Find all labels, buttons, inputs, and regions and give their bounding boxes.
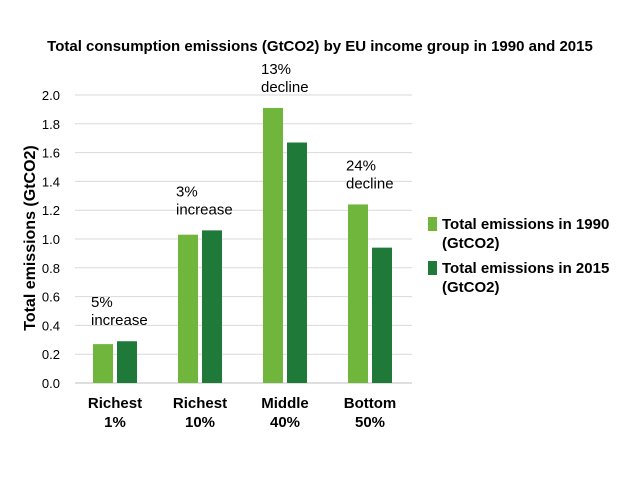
- change-annotation-line: 24%: [346, 157, 376, 174]
- legend-label-line: Total emissions in 1990: [442, 216, 609, 233]
- legend: Total emissions in 1990 (GtCO2)Total emis…: [428, 216, 609, 296]
- y-tick-label: 0.0: [42, 376, 60, 391]
- y-tick-label: 1.2: [42, 203, 60, 218]
- category-label-line: 10%: [185, 414, 215, 431]
- y-tick-label: 0.4: [42, 318, 60, 333]
- y-tick-label: 1.8: [42, 117, 60, 132]
- category-label-line: Middle: [261, 395, 309, 412]
- legend-label: Total emissions in 1990 (GtCO2): [442, 216, 609, 252]
- change-annotation-line: 13%: [261, 61, 291, 78]
- legend-label-line: Total emissions in 2015: [442, 260, 609, 277]
- category-label-line: 1%: [104, 414, 126, 431]
- change-annotation-line: 3%: [176, 183, 198, 200]
- change-annotation: 5% increase: [91, 294, 148, 329]
- bar-1990-1: [178, 234, 198, 383]
- category-label-line: Richest: [88, 395, 142, 412]
- change-annotation: 13% decline: [261, 61, 309, 96]
- y-axis-ticks: 0.0 0.2 0.4 0.6 0.8 1.0 1.2 1.4 1.6 1.8 2.0: [42, 88, 60, 391]
- x-axis-categories: Richest 1% Richest 10% Middle 40% Bottom 50%: [88, 395, 396, 431]
- change-annotation-line: 5%: [91, 294, 113, 311]
- legend-swatch-1990: [428, 217, 437, 231]
- legend-swatch-2015: [428, 261, 437, 275]
- category-label-line: 50%: [355, 414, 385, 431]
- category-label: Bottom 50%: [344, 395, 397, 431]
- category-label: Richest 1%: [88, 395, 142, 431]
- change-annotation: 3% increase: [176, 183, 233, 218]
- bar-2015-2: [287, 142, 307, 383]
- legend-label-line: (GtCO2): [442, 279, 500, 296]
- bar-2015-1: [202, 230, 222, 383]
- legend-label: Total emissions in 2015 (GtCO2): [442, 260, 609, 296]
- category-label-line: 40%: [270, 414, 300, 431]
- bar-1990-2: [263, 107, 283, 384]
- change-annotation-line: increase: [91, 312, 148, 329]
- y-tick-label: 0.8: [42, 261, 60, 276]
- y-tick-label: 1.6: [42, 146, 60, 161]
- y-tick-label: 0.6: [42, 290, 60, 305]
- legend-label-line: (GtCO2): [442, 235, 500, 252]
- y-tick-label: 0.2: [42, 347, 60, 362]
- y-tick-label: 1.4: [42, 174, 60, 189]
- category-label-line: Richest: [173, 395, 227, 412]
- change-annotation-line: decline: [346, 175, 394, 192]
- category-label: Middle 40%: [261, 395, 309, 431]
- category-label: Richest 10%: [173, 395, 227, 431]
- y-axis-label: Total emissions (GtCO2): [22, 145, 39, 331]
- category-label-line: Bottom: [344, 395, 397, 412]
- bar-1990-3: [348, 204, 368, 383]
- bar-2015-3: [372, 247, 392, 383]
- change-annotation-line: decline: [261, 79, 309, 96]
- bars: [93, 107, 392, 384]
- chart-title: Total consumption emissions (GtCO2) by E…: [47, 38, 593, 55]
- change-annotation-line: increase: [176, 201, 233, 218]
- y-tick-label: 2.0: [42, 88, 60, 103]
- bar-2015-0: [117, 341, 137, 383]
- y-tick-label: 1.0: [42, 232, 60, 247]
- bar-1990-0: [93, 344, 113, 383]
- change-annotation: 24% decline: [346, 157, 394, 192]
